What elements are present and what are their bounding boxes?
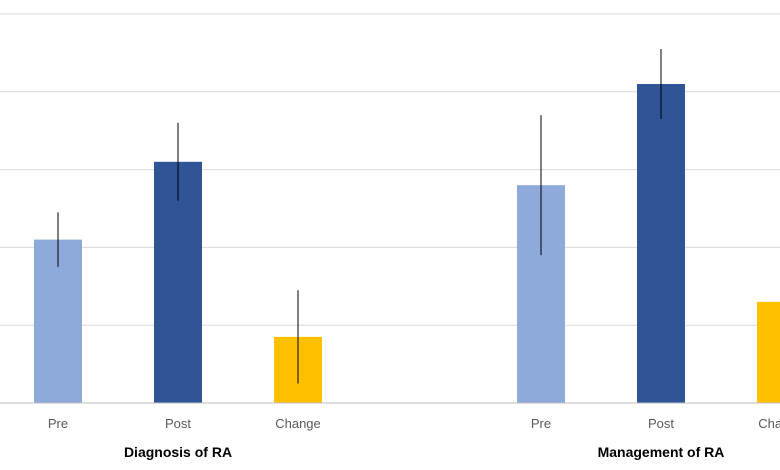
tick-label-1-pre: Pre xyxy=(48,416,68,431)
category-labels: Pre Post Change Diagnosis of RA Pre Post Chang… xyxy=(48,416,780,460)
bars xyxy=(34,84,780,404)
bar-1-post xyxy=(154,161,202,403)
tick-label-1-change: Change xyxy=(275,416,321,431)
bar-2-change xyxy=(757,301,780,403)
error-bars xyxy=(57,49,662,384)
tick-label-2-pre: Pre xyxy=(531,416,551,431)
bar-2-post xyxy=(637,84,685,404)
tick-label-2-change: Change xyxy=(758,416,780,431)
tick-label-1-post: Post xyxy=(165,416,191,431)
group-label-1: Diagnosis of RA xyxy=(124,444,232,460)
group-label-2: Management of RA xyxy=(598,444,725,460)
tick-label-2-post: Post xyxy=(648,416,674,431)
